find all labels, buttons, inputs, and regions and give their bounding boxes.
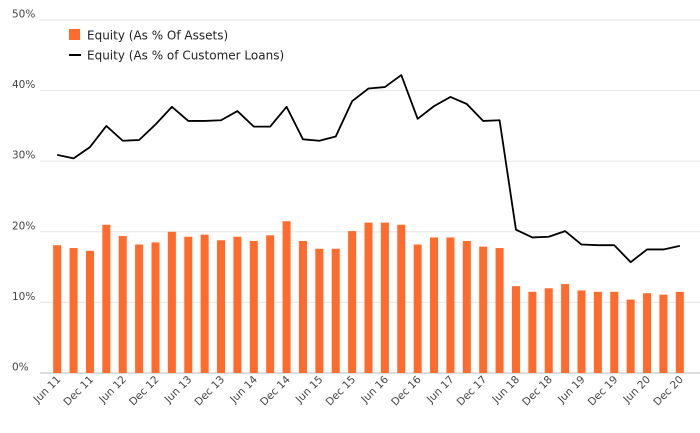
bar (331, 248, 340, 373)
bar (495, 248, 504, 373)
bar (528, 291, 537, 373)
x-tick-label: Dec 17 (455, 374, 490, 409)
x-tick-label: Dec 16 (389, 373, 424, 408)
bar (364, 222, 373, 373)
y-tick-label: 20% (12, 220, 35, 232)
line-series (57, 74, 680, 264)
x-tick-label: Dec 19 (586, 374, 621, 409)
legend: Equity (As % Of Assets) Equity (As % of … (69, 29, 284, 63)
bar (266, 235, 275, 373)
bar (102, 224, 111, 373)
bar (135, 244, 144, 373)
bar (118, 236, 127, 373)
y-tick-label: 50% (12, 9, 35, 21)
bar (282, 221, 291, 373)
x-tick-label: Jun 12 (96, 374, 129, 407)
line-equity-customer-loans (57, 74, 680, 264)
y-tick-label: 0% (12, 362, 29, 374)
x-tick-label: Jun 17 (424, 374, 457, 407)
bar (151, 242, 160, 373)
legend-swatch-equity-assets (69, 29, 80, 40)
bar (675, 291, 684, 373)
legend-label-equity-loans: Equity (As % of Customer Loans) (87, 49, 284, 63)
bar (430, 237, 439, 373)
bar (184, 236, 193, 373)
bar (348, 231, 357, 373)
x-tick-label: Jun 18 (489, 374, 522, 407)
bar (413, 244, 422, 373)
bar (315, 248, 324, 373)
bar (659, 294, 668, 373)
legend-label-equity-assets: Equity (As % Of Assets) (87, 29, 228, 43)
x-tick-label: Dec 14 (258, 373, 293, 408)
x-tick-label: Dec 13 (192, 374, 227, 409)
x-tick-label: Jun 16 (358, 373, 391, 406)
bar (298, 240, 307, 373)
x-tick-label: Dec 18 (520, 374, 555, 409)
x-tick-label: Dec 11 (61, 374, 96, 409)
bar (577, 290, 586, 373)
bar (626, 299, 635, 373)
bar (249, 240, 258, 373)
bar (544, 288, 553, 373)
x-tick-label: Dec 20 (651, 374, 686, 409)
bar-series (53, 221, 684, 373)
x-tick-label: Jun 13 (162, 374, 195, 407)
bar (53, 245, 62, 373)
bar (610, 291, 619, 373)
bar (69, 248, 78, 373)
bar (85, 250, 94, 373)
bar (200, 234, 209, 373)
bar (479, 246, 488, 373)
bar (643, 293, 652, 373)
y-tick-label: 10% (12, 291, 35, 303)
x-tick-label: Jun 19 (555, 374, 588, 407)
x-tick-label: Jun 11 (31, 374, 64, 407)
bar (511, 286, 520, 373)
bar (233, 236, 242, 373)
bar (397, 224, 406, 373)
x-tick-label: Jun 14 (227, 373, 260, 406)
x-tick-label: Jun 20 (621, 374, 654, 407)
bar (380, 222, 389, 373)
x-tick-label: Jun 15 (293, 374, 326, 407)
x-tick-label: Dec 12 (127, 374, 162, 409)
x-tick-label: Dec 15 (324, 374, 359, 409)
bar (561, 284, 570, 373)
bar (217, 240, 226, 373)
y-tick-label: 40% (12, 79, 35, 91)
y-axis-tick-labels: 0% 10% 20% 30% 40% 50% (12, 9, 35, 374)
bar (593, 291, 602, 373)
y-tick-label: 30% (12, 150, 35, 162)
bar (462, 240, 471, 373)
bar (167, 231, 176, 373)
bar (446, 237, 455, 373)
